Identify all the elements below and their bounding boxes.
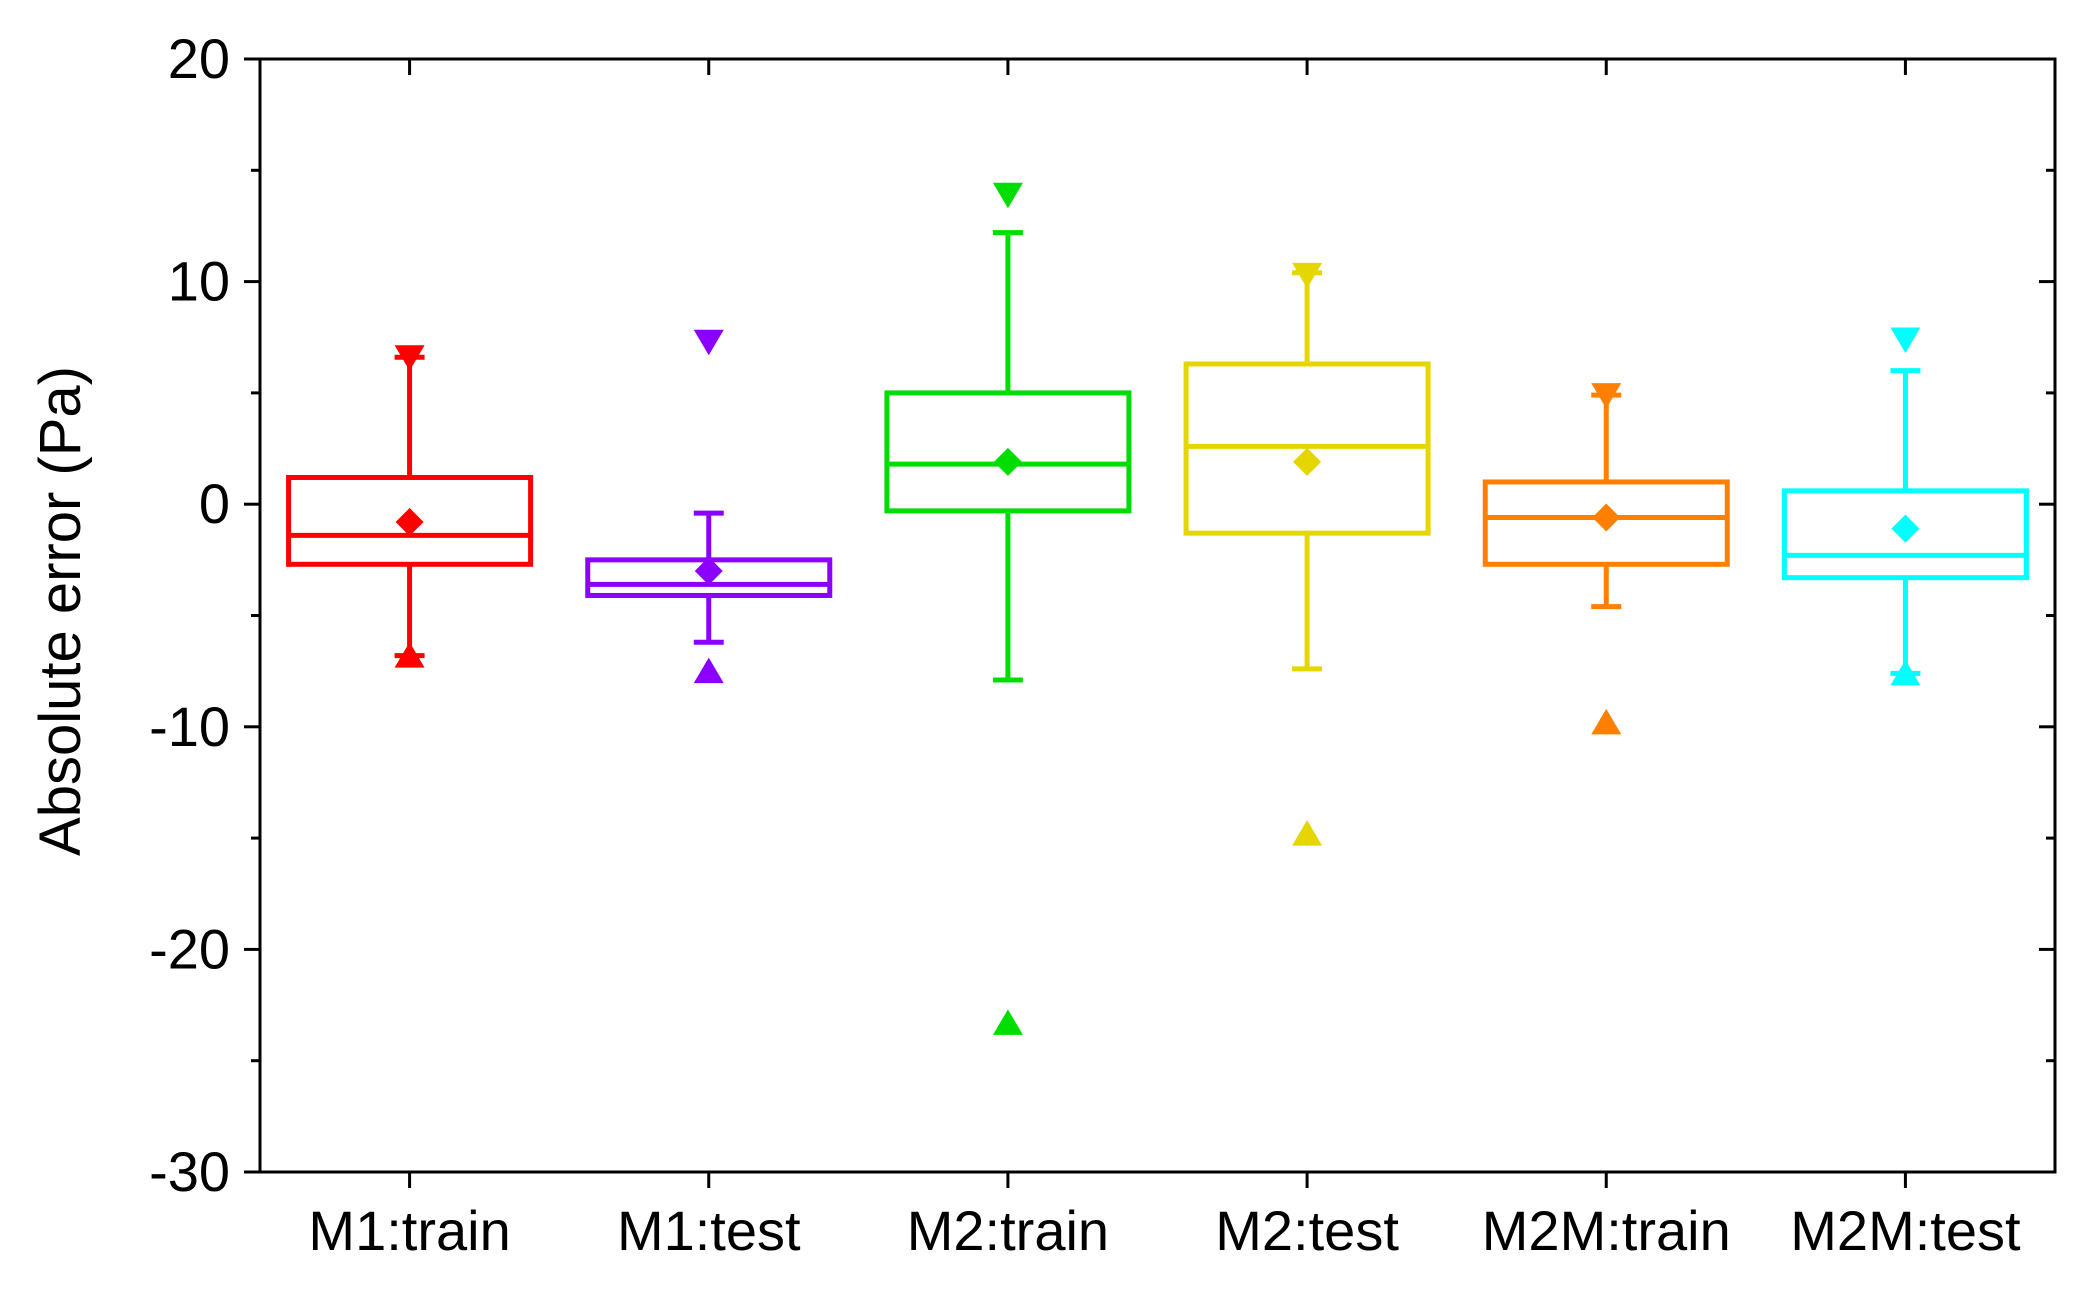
min-marker (1591, 708, 1622, 735)
mean-marker (1592, 503, 1621, 532)
box-group (585, 329, 833, 684)
min-marker (1292, 820, 1323, 846)
box-series (286, 182, 2029, 1035)
mean-marker (395, 508, 424, 537)
max-marker (992, 182, 1023, 209)
iqr-box (884, 390, 1132, 514)
mean-marker (1293, 447, 1322, 476)
mean-marker (993, 447, 1022, 476)
box-group (286, 345, 534, 668)
y-axis: -30 -20 -10 0 10 20 (149, 27, 2055, 1203)
max-marker (1890, 327, 1921, 353)
plot-area-border (258, 57, 2057, 1174)
y-tick-label: 10 (168, 250, 230, 313)
max-marker (693, 329, 724, 356)
x-tick-label: M2:train (907, 1199, 1109, 1262)
iqr-box (1781, 488, 2029, 581)
y-tick-label: 20 (168, 27, 230, 90)
mean-marker (694, 556, 723, 585)
box-group (1183, 262, 1431, 846)
min-marker (992, 1009, 1023, 1035)
iqr-box (286, 474, 534, 567)
min-marker (693, 657, 724, 684)
max-marker (1591, 383, 1622, 409)
min-marker (1890, 659, 1921, 686)
mean-marker (1891, 514, 1920, 543)
x-tick-label: M2M:test (1790, 1199, 2021, 1262)
box-group (884, 182, 1132, 1035)
max-marker (1292, 262, 1323, 289)
x-axis: M1:train M1:test M2:train M2:test M2M:train M… (308, 59, 2021, 1262)
y-tick-label: -30 (149, 1140, 230, 1203)
box-group (1482, 383, 1730, 735)
iqr-box (1482, 479, 1730, 567)
plot-frame (258, 57, 2057, 1174)
y-axis-title: Absolute error (Pa) (28, 366, 93, 856)
box-group (1781, 327, 2029, 686)
x-tick-label: M1:test (617, 1199, 801, 1262)
y-tick-label: -10 (149, 695, 230, 758)
max-marker (394, 345, 425, 371)
x-tick-label: M1:train (308, 1199, 510, 1262)
min-marker (394, 642, 425, 668)
x-tick-label: M2:test (1215, 1199, 1399, 1262)
y-tick-label: -20 (149, 917, 230, 980)
x-tick-label: M2M:train (1482, 1199, 1731, 1262)
y-tick-label: 0 (199, 472, 230, 535)
